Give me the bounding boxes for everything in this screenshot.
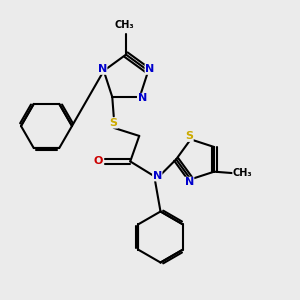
Text: CH₃: CH₃ [115, 20, 134, 30]
Text: N: N [153, 171, 162, 181]
Text: N: N [184, 177, 194, 187]
Text: N: N [145, 64, 154, 74]
Text: N: N [137, 93, 147, 103]
Text: O: O [94, 156, 103, 167]
Text: CH₃: CH₃ [233, 168, 252, 178]
Text: N: N [98, 64, 107, 74]
Text: S: S [185, 131, 193, 141]
Text: S: S [110, 118, 118, 128]
